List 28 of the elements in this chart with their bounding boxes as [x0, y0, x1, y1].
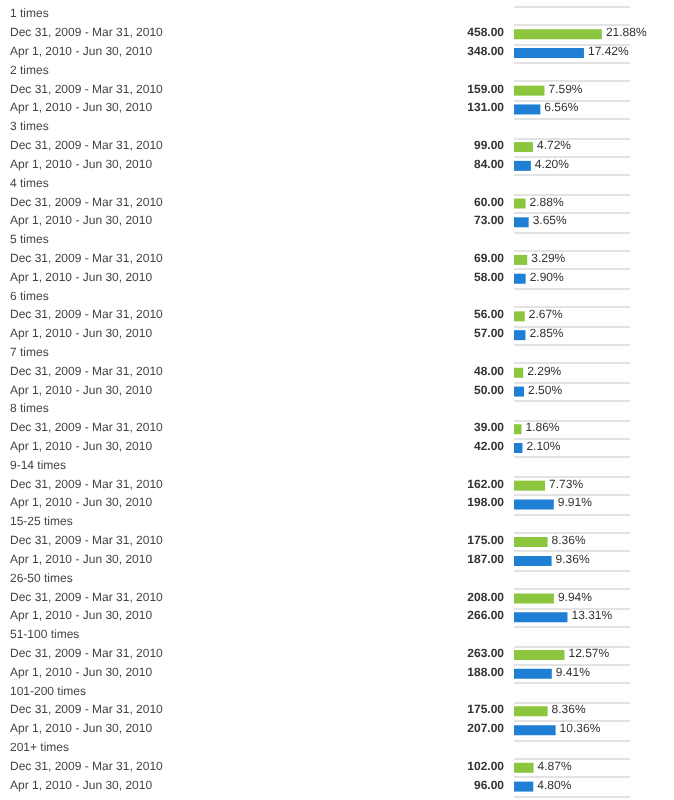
bar: [514, 499, 554, 510]
bar: [514, 330, 526, 341]
bar: [514, 29, 602, 40]
bar: [514, 198, 526, 209]
bar: [514, 48, 584, 59]
bar: [514, 386, 525, 397]
bar: [514, 593, 554, 604]
bar: [514, 160, 531, 171]
bar: [514, 668, 552, 679]
bar: [514, 273, 526, 284]
bar: [514, 480, 546, 491]
bar: [514, 142, 533, 153]
bar: [514, 612, 568, 623]
bar: [514, 85, 545, 96]
bar: [514, 104, 541, 115]
bar: [514, 424, 522, 435]
bar: [514, 537, 548, 548]
bar: [514, 762, 534, 773]
bar: [514, 706, 548, 717]
bar: [514, 555, 552, 566]
bar: [514, 217, 529, 228]
bar: [514, 311, 525, 322]
bar: [514, 725, 556, 736]
bar: [514, 443, 523, 454]
bar: [514, 254, 528, 265]
bar: [514, 781, 534, 792]
bar: [514, 649, 565, 660]
bar: [514, 367, 524, 378]
